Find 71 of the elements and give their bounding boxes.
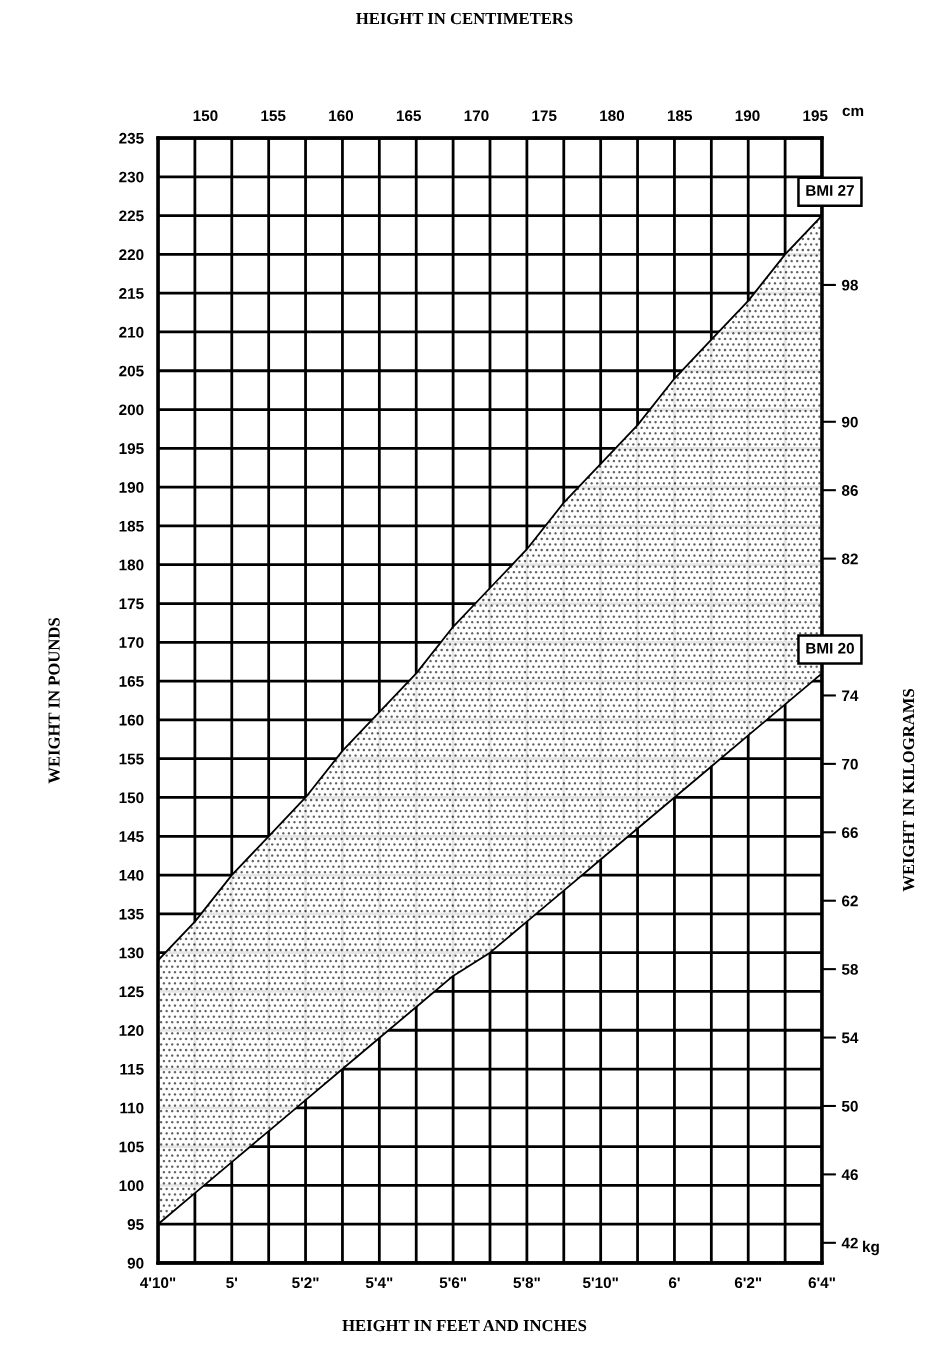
y2-tick-label: 82 [841, 553, 858, 565]
y2-tick-label: 98 [841, 279, 858, 291]
y-tick-label: 105 [119, 1141, 144, 1153]
series-label: BMI 27 [806, 185, 854, 196]
y2-tick-label: 58 [841, 964, 858, 975]
y-tick-label: 205 [119, 365, 144, 377]
x2-tick-label: 180 [600, 110, 625, 122]
x-tick-label: 5' [226, 1277, 238, 1289]
x2-tick-label: 170 [464, 110, 489, 122]
y-tick-label: 225 [119, 210, 144, 222]
y-tick-label: 100 [119, 1180, 144, 1192]
x-axis-title: HEIGHT IN FEET AND INCHES [342, 1319, 587, 1332]
y2-tick-label: 70 [842, 758, 858, 770]
x-tick-label: 6'2" [734, 1277, 762, 1289]
series-label: BMI 20 [806, 642, 854, 654]
x2-tick-label: 190 [735, 110, 760, 122]
y-tick-label: 165 [119, 675, 144, 687]
text: cm [842, 107, 864, 117]
chart-title: HEIGHT IN CENTIMETERS [356, 12, 573, 25]
y-tick-label: 185 [119, 520, 144, 532]
y-tick-label: 130 [119, 947, 144, 959]
x-tick-label: 5'6" [439, 1277, 467, 1289]
y2-tick-label: 50 [841, 1100, 858, 1112]
text: kg [863, 1240, 879, 1256]
y-tick-label: 220 [119, 249, 144, 261]
x-tick-label: 5'2" [292, 1277, 319, 1289]
x-tick-label: 4'10" [140, 1277, 176, 1289]
x2-tick-label: 155 [261, 110, 286, 122]
y-tick-label: 155 [119, 753, 144, 765]
y-tick-label: 175 [119, 598, 144, 610]
y-tick-label: 145 [119, 831, 144, 842]
y-tick-label: 235 [119, 132, 144, 144]
y-tick-label: 120 [119, 1025, 144, 1036]
y2-tick-label: 46 [841, 1169, 858, 1181]
x2-tick-label: 160 [329, 110, 354, 122]
y-tick-label: 135 [119, 908, 144, 920]
x-tick-label: 6'4" [808, 1277, 835, 1289]
y-tick-label: 180 [119, 559, 144, 571]
x-tick-label: 5'8" [513, 1277, 540, 1289]
x2-tick-label: 150 [193, 110, 218, 122]
x-tick-label: 5'10" [582, 1277, 618, 1289]
y-tick-label: 190 [119, 482, 144, 493]
y-tick-label: 215 [119, 288, 144, 299]
y-tick-label: 150 [119, 792, 144, 804]
y-tick-label: 200 [119, 404, 144, 416]
x2-tick-label: 185 [667, 110, 693, 122]
x2-tick-label: 195 [803, 110, 828, 122]
y-tick-label: 95 [127, 1219, 144, 1230]
y-tick-label: 90 [127, 1257, 144, 1269]
y2-tick-label: 74 [842, 690, 859, 701]
y2-tick-label: 86 [841, 485, 858, 496]
x-tick-label: 5'4" [365, 1277, 393, 1289]
y-tick-label: 115 [120, 1064, 144, 1075]
x2-tick-label: 165 [396, 110, 422, 122]
y-tick-label: 110 [120, 1102, 144, 1114]
y2-tick-label: 66 [842, 827, 858, 838]
y2-axis-title: WEIGHT IN KILOGRAMS [902, 688, 915, 892]
y-tick-label: 125 [119, 986, 144, 998]
x-tick-label: 6' [668, 1277, 680, 1289]
y-tick-label: 230 [119, 171, 144, 183]
y-tick-label: 210 [119, 326, 144, 338]
y-tick-label: 140 [119, 869, 144, 881]
y-tick-label: 160 [119, 714, 144, 726]
y-tick-label: 195 [119, 443, 144, 455]
x2-tick-label: 175 [532, 110, 557, 122]
y2-tick-label: 54 [841, 1032, 859, 1044]
y-tick-label: 170 [119, 637, 144, 648]
y2-tick-label: 62 [842, 895, 858, 907]
y2-tick-label: 90 [841, 416, 858, 428]
y2-tick-label: 42 [841, 1237, 858, 1249]
y-axis-title: WEIGHT IN POUNDS [48, 618, 60, 784]
